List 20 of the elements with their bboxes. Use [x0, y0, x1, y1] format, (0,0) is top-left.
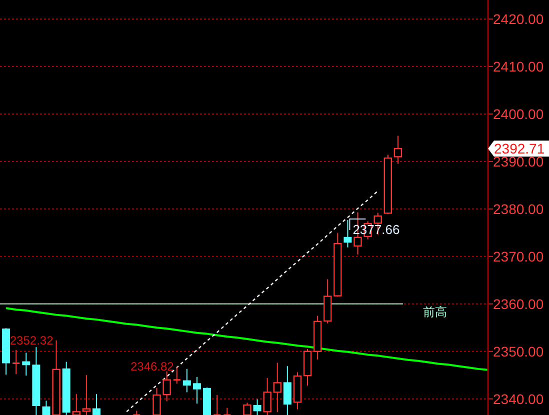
candlestick	[62, 361, 70, 415]
y-tick-label: 2340.00	[493, 390, 544, 407]
candlestick	[22, 352, 30, 376]
annotation: 2346.82	[130, 359, 174, 374]
candlestick	[12, 349, 20, 375]
y-tick-label: 2370.00	[493, 248, 544, 264]
candlestick	[344, 220, 352, 248]
y-tick-label: 2380.00	[493, 200, 544, 217]
candlestick	[182, 368, 191, 393]
y-tick-label: 2420.00	[493, 10, 544, 27]
y-tick-label: 2350.00	[493, 343, 544, 360]
candlestick	[32, 346, 40, 415]
y-tick-label: 2410.00	[493, 58, 544, 74]
candlestick	[283, 366, 292, 415]
annotation: 2352.32	[10, 333, 54, 348]
y-tick-label: 2360.00	[493, 296, 544, 312]
line-series	[5, 307, 488, 371]
ref-line-label: 前高	[422, 304, 447, 319]
y-tick-label: 2400.00	[493, 106, 544, 122]
candlestick	[394, 135, 402, 164]
